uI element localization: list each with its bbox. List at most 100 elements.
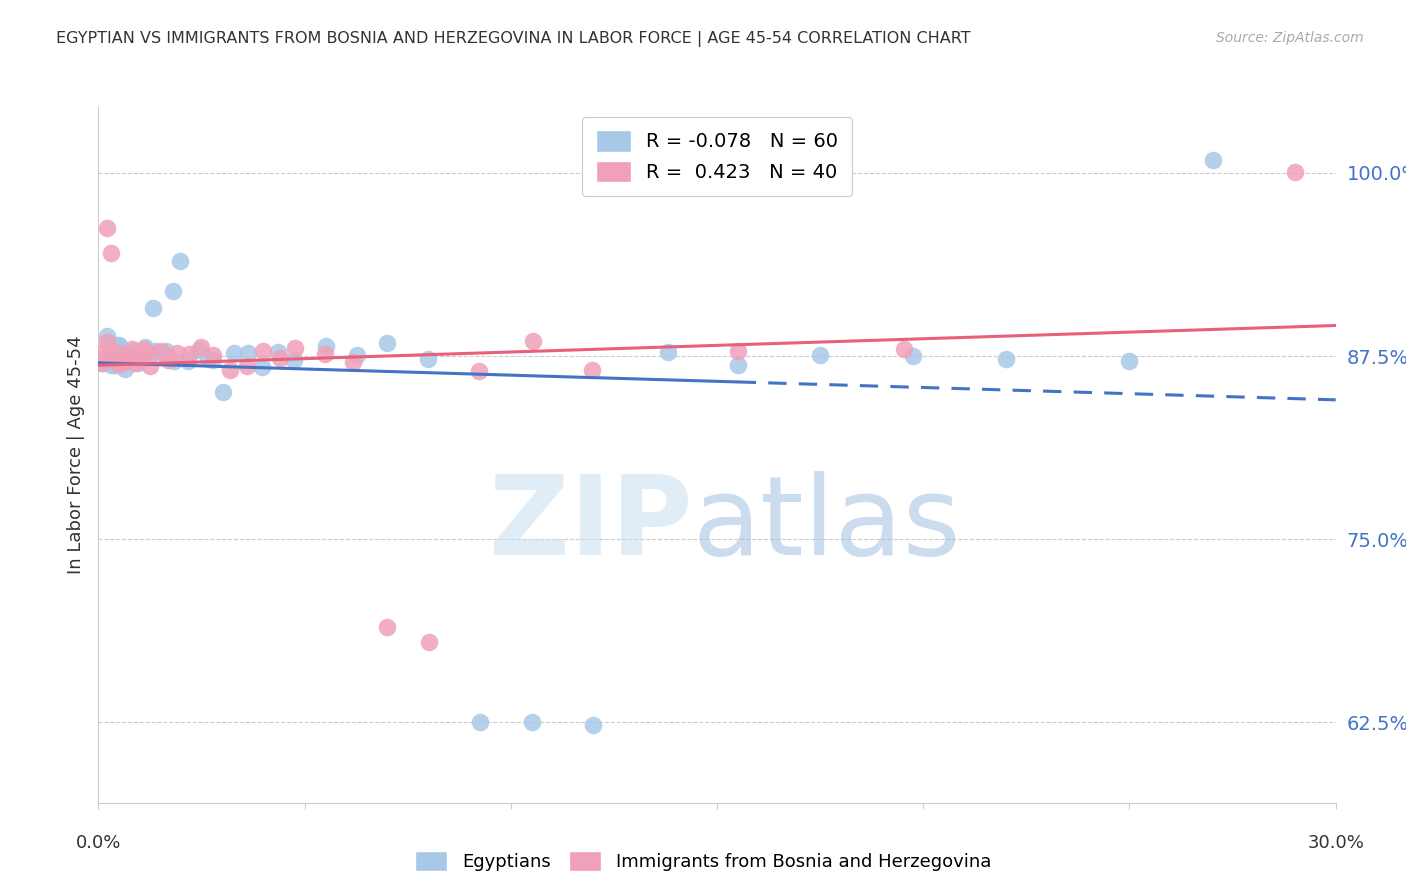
Point bbox=[1202, 153, 1225, 168]
Point bbox=[269, 351, 291, 365]
Point bbox=[122, 344, 145, 359]
Point bbox=[117, 351, 139, 365]
Point bbox=[224, 346, 246, 360]
Point bbox=[132, 351, 155, 366]
Point bbox=[1118, 353, 1140, 368]
Point bbox=[177, 347, 200, 361]
Point bbox=[235, 359, 257, 373]
Text: Source: ZipAtlas.com: Source: ZipAtlas.com bbox=[1216, 31, 1364, 45]
Text: 0.0%: 0.0% bbox=[76, 834, 121, 852]
Point bbox=[134, 340, 156, 354]
Text: EGYPTIAN VS IMMIGRANTS FROM BOSNIA AND HERZEGOVINA IN LABOR FORCE | AGE 45-54 CO: EGYPTIAN VS IMMIGRANTS FROM BOSNIA AND H… bbox=[56, 31, 972, 47]
Point bbox=[284, 341, 307, 355]
Point bbox=[91, 356, 114, 370]
Point bbox=[162, 284, 184, 298]
Point bbox=[104, 359, 127, 373]
Point bbox=[107, 338, 129, 352]
Point bbox=[111, 348, 134, 362]
Point bbox=[128, 351, 150, 365]
Text: 30.0%: 30.0% bbox=[1308, 834, 1364, 852]
Point bbox=[169, 254, 191, 268]
Point bbox=[90, 346, 112, 360]
Point bbox=[132, 342, 155, 356]
Point bbox=[108, 357, 131, 371]
Point bbox=[582, 718, 605, 732]
Point bbox=[202, 352, 225, 367]
Point bbox=[188, 343, 211, 357]
Point bbox=[201, 348, 224, 362]
Point bbox=[127, 356, 149, 370]
Point bbox=[93, 351, 115, 366]
Text: atlas: atlas bbox=[692, 471, 960, 578]
Text: ZIP: ZIP bbox=[489, 471, 692, 578]
Point bbox=[96, 220, 118, 235]
Point bbox=[212, 384, 235, 399]
Point bbox=[314, 347, 336, 361]
Point bbox=[155, 349, 177, 363]
Point bbox=[236, 346, 259, 360]
Point bbox=[468, 364, 491, 378]
Point bbox=[121, 342, 143, 356]
Point bbox=[135, 345, 157, 359]
Point bbox=[104, 344, 127, 359]
Point bbox=[100, 345, 122, 359]
Point bbox=[108, 348, 131, 362]
Point bbox=[416, 352, 439, 367]
Point bbox=[377, 336, 399, 351]
Point bbox=[346, 348, 368, 362]
Legend: R = -0.078   N = 60, R =  0.423   N = 40: R = -0.078 N = 60, R = 0.423 N = 40 bbox=[582, 117, 852, 196]
Point bbox=[139, 359, 162, 373]
Point bbox=[124, 356, 146, 370]
Point bbox=[96, 329, 118, 343]
Point bbox=[145, 344, 167, 359]
Point bbox=[104, 354, 127, 368]
Point bbox=[115, 350, 138, 364]
Point bbox=[96, 350, 118, 364]
Point bbox=[522, 334, 544, 348]
Point bbox=[104, 358, 127, 372]
Point bbox=[995, 352, 1018, 367]
Point bbox=[1284, 165, 1306, 179]
Point bbox=[112, 343, 135, 358]
Point bbox=[283, 353, 305, 368]
Point bbox=[315, 338, 337, 352]
Point bbox=[581, 363, 603, 377]
Point bbox=[100, 358, 122, 372]
Point bbox=[101, 351, 124, 366]
Point bbox=[96, 335, 118, 350]
Point bbox=[107, 338, 129, 352]
Point bbox=[727, 344, 749, 359]
Point bbox=[197, 351, 219, 366]
Y-axis label: In Labor Force | Age 45-54: In Labor Force | Age 45-54 bbox=[66, 335, 84, 574]
Legend: Egyptians, Immigrants from Bosnia and Herzegovina: Egyptians, Immigrants from Bosnia and He… bbox=[408, 844, 998, 879]
Point bbox=[727, 358, 749, 372]
Point bbox=[108, 355, 131, 369]
Point bbox=[111, 355, 134, 369]
Point bbox=[375, 620, 398, 634]
Point bbox=[110, 351, 132, 365]
Point bbox=[148, 345, 170, 359]
Point bbox=[127, 350, 149, 364]
Point bbox=[112, 354, 135, 368]
Point bbox=[97, 350, 120, 364]
Point bbox=[903, 349, 925, 363]
Point bbox=[163, 354, 186, 368]
Point bbox=[121, 350, 143, 364]
Point bbox=[252, 343, 274, 358]
Point bbox=[103, 338, 125, 352]
Point bbox=[342, 354, 364, 368]
Point bbox=[267, 345, 290, 359]
Point bbox=[124, 346, 146, 360]
Point bbox=[808, 348, 831, 362]
Point bbox=[219, 362, 242, 376]
Point bbox=[91, 356, 114, 370]
Point bbox=[100, 245, 122, 260]
Point bbox=[166, 346, 188, 360]
Point bbox=[418, 634, 440, 648]
Point bbox=[657, 345, 679, 359]
Point bbox=[470, 715, 492, 730]
Point bbox=[149, 344, 172, 359]
Point bbox=[520, 715, 543, 730]
Point bbox=[114, 362, 136, 376]
Point bbox=[142, 301, 165, 316]
